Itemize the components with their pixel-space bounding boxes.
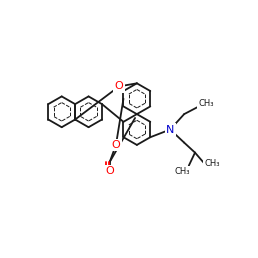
Text: O: O [111, 140, 120, 150]
Text: CH₃: CH₃ [175, 167, 190, 176]
Text: O: O [105, 166, 114, 176]
Text: CH₃: CH₃ [204, 159, 220, 168]
Text: O: O [115, 82, 123, 91]
Text: N: N [166, 125, 174, 134]
Text: CH₃: CH₃ [199, 99, 214, 108]
